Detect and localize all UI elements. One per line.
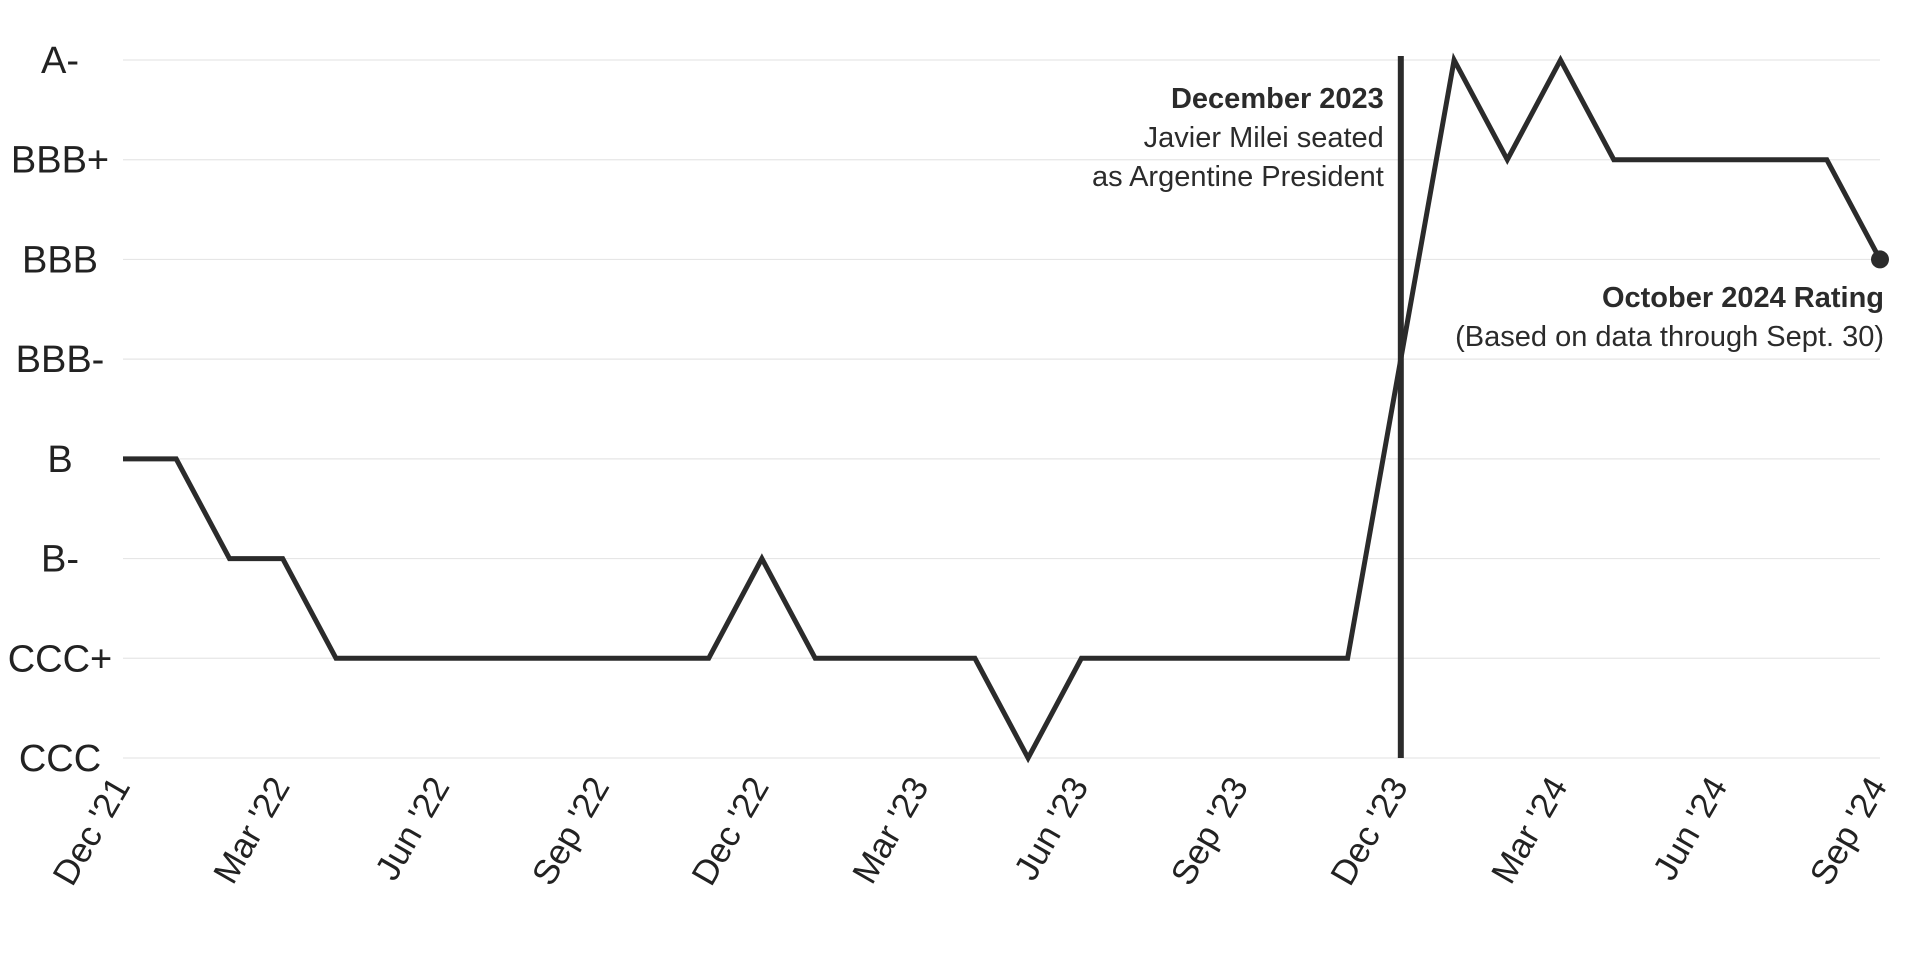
series-line bbox=[123, 52, 1883, 764]
x-tick-label: Jun '22 bbox=[368, 771, 458, 887]
annotation-line: Javier Milei seated bbox=[1144, 122, 1384, 154]
x-tick-label: Dec '22 bbox=[684, 771, 777, 892]
y-tick-label: BBB+ bbox=[11, 140, 109, 182]
x-tick-label: Mar '23 bbox=[845, 771, 937, 891]
y-tick-label: B bbox=[47, 439, 72, 481]
x-tick-label: Jun '23 bbox=[1007, 771, 1097, 887]
annotation-title: October 2024 Rating bbox=[1602, 282, 1884, 314]
y-tick-label: BBB- bbox=[16, 339, 105, 381]
annotation-october-2024: October 2024 Rating (Based on data throu… bbox=[1455, 282, 1884, 353]
y-tick-label: BBB bbox=[22, 239, 98, 281]
x-axis-ticks: Dec '21 Mar '22 Jun '22 Sep '22 Dec '22 Mar '… bbox=[45, 771, 1895, 892]
x-tick-label: Mar '24 bbox=[1484, 771, 1576, 891]
x-tick-label: Jun '24 bbox=[1646, 771, 1736, 887]
x-tick-label: Mar '22 bbox=[206, 771, 298, 891]
x-tick-label: Dec '21 bbox=[45, 771, 138, 892]
y-tick-label: A- bbox=[41, 40, 79, 82]
x-tick-label: Sep '23 bbox=[1163, 771, 1256, 892]
y-tick-label: B- bbox=[41, 539, 79, 581]
gridlines bbox=[123, 59, 1880, 759]
annotation-title: December 2023 bbox=[1171, 83, 1384, 115]
x-tick-label: Dec '23 bbox=[1323, 771, 1416, 892]
x-tick-label: Sep '22 bbox=[525, 771, 618, 892]
y-tick-label: CCC bbox=[19, 738, 101, 780]
latest-rating-point bbox=[1871, 250, 1889, 269]
annotation-line: (Based on data through Sept. 30) bbox=[1455, 321, 1884, 353]
x-tick-label: Sep '24 bbox=[1802, 771, 1895, 892]
y-tick-label: CCC+ bbox=[8, 638, 113, 680]
annotation-december-2023: December 2023 Javier Milei seated as Arg… bbox=[1092, 83, 1384, 193]
y-axis-ticks: CCC CCC+ B- B BBB- BBB BBB+ A- bbox=[8, 40, 113, 780]
annotation-line: as Argentine President bbox=[1092, 161, 1384, 193]
